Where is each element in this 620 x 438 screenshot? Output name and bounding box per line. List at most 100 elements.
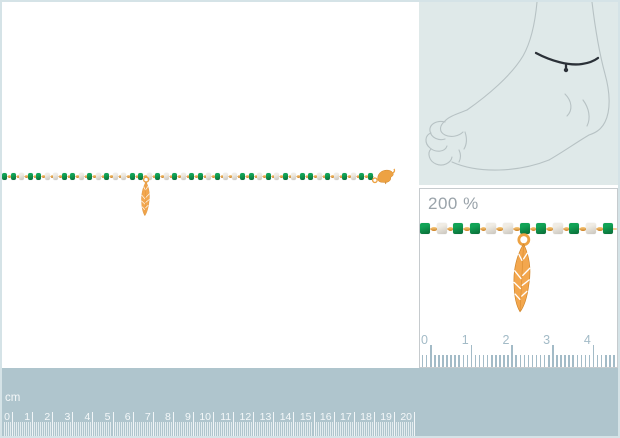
chain-link xyxy=(203,175,207,178)
ruler-number: 2 xyxy=(44,411,51,423)
ruler-tick xyxy=(450,355,452,367)
ruler-tick xyxy=(271,422,273,436)
chain-bead-green xyxy=(240,173,245,180)
ruler-tick xyxy=(609,355,611,367)
chain-bead-white xyxy=(333,173,339,180)
anklet-line xyxy=(534,51,600,66)
ruler-tick xyxy=(580,355,583,367)
ruler-tick xyxy=(495,355,497,367)
ruler-tick xyxy=(269,422,271,436)
ruler-tick xyxy=(613,355,615,367)
ruler-tick xyxy=(225,422,227,436)
ruler-tick xyxy=(174,422,176,436)
ruler-tick xyxy=(425,355,428,367)
ruler-tick xyxy=(227,422,229,436)
ruler-tick xyxy=(335,422,337,436)
foot-sketch-icon xyxy=(425,2,610,171)
ruler-tick xyxy=(122,422,124,436)
ruler-tick xyxy=(482,355,485,367)
chain-link xyxy=(547,227,553,231)
chain-bead-green xyxy=(602,223,613,234)
chain-link xyxy=(464,227,470,231)
ruler-tick xyxy=(462,355,465,367)
ruler-tick xyxy=(164,422,166,436)
ruler-tick xyxy=(411,422,413,436)
ruler-tick xyxy=(359,422,361,436)
chain-bead-green xyxy=(519,223,530,234)
chain-bead-white xyxy=(257,173,262,180)
measurement-ruler-strip: cm 0 1 2 3 4 5 6 7 8 9 10 11 12 13 14 15 16 17 18 19 20 xyxy=(2,368,618,436)
ruler-tick xyxy=(397,422,399,436)
ruler-tick xyxy=(100,422,102,436)
ruler-tick xyxy=(295,422,297,436)
chain-link xyxy=(169,175,173,178)
ruler-tick xyxy=(253,412,255,436)
chain-link xyxy=(305,175,309,178)
worn-view-thumbnail[interactable] xyxy=(419,2,618,185)
ruler-tick xyxy=(114,422,116,436)
ruler-tick xyxy=(277,422,279,436)
ruler-tick xyxy=(393,412,395,436)
chain-link xyxy=(356,175,360,178)
ruler-tick xyxy=(353,412,355,436)
ruler-tick xyxy=(405,422,407,436)
ruler-tick xyxy=(50,422,52,436)
chain-bead-green xyxy=(155,173,160,180)
ruler-number: 12 xyxy=(239,411,252,423)
chain-link xyxy=(212,175,215,178)
ruler-tick xyxy=(94,422,96,436)
chain-link xyxy=(220,175,224,178)
chain-bead-white xyxy=(53,173,58,180)
ruler-tick xyxy=(160,422,162,436)
ruler-tick xyxy=(491,355,493,367)
chain-bead-white xyxy=(223,173,228,180)
ruler-tick xyxy=(486,355,489,367)
ruler-tick xyxy=(184,422,186,436)
ruler-tick xyxy=(166,422,168,436)
chain-link xyxy=(497,227,503,231)
chain-bead-white xyxy=(112,173,118,180)
chain-bead-green xyxy=(61,173,67,180)
ruler-tick xyxy=(305,422,307,436)
ruler-tick xyxy=(367,422,369,436)
ruler-tick xyxy=(170,422,172,436)
ruler-tick xyxy=(560,355,562,367)
ruler-tick xyxy=(293,412,295,436)
chain-link xyxy=(480,227,487,231)
ruler-tick xyxy=(265,422,267,436)
chain-bead-green xyxy=(469,223,480,234)
chain-bead-green xyxy=(10,173,16,180)
ruler-number: 8 xyxy=(164,411,171,423)
ruler-tick xyxy=(454,355,456,367)
ruler-tick xyxy=(3,422,5,436)
ruler-tick xyxy=(421,355,424,367)
ruler-number: 16 xyxy=(319,411,332,423)
ruler-tick xyxy=(375,422,377,436)
ruler-number: 6 xyxy=(124,411,131,423)
chain-bead-white xyxy=(95,173,101,180)
ruler-tick xyxy=(182,422,184,436)
ruler-tick xyxy=(7,422,9,436)
ruler-tick xyxy=(219,422,221,436)
ruler-tick xyxy=(357,422,359,436)
ruler-tick xyxy=(78,422,80,436)
ruler-tick xyxy=(223,422,225,436)
chain-link xyxy=(271,175,275,178)
main-product-image[interactable] xyxy=(2,2,417,368)
chain-link xyxy=(322,175,326,178)
chain-bead-green xyxy=(282,173,288,180)
chain-bead-green xyxy=(453,223,464,234)
ruler-tick xyxy=(196,422,198,436)
chain-link xyxy=(348,175,351,178)
ruler-tick xyxy=(186,422,188,436)
ruler-tick xyxy=(247,422,249,436)
ruler-tick xyxy=(572,355,574,367)
ruler-number: 3 xyxy=(543,333,551,347)
ruler-tick xyxy=(136,422,138,436)
ruler-tick xyxy=(331,422,333,436)
ruler-tick xyxy=(379,422,381,436)
ruler-tick xyxy=(82,422,84,436)
ruler-tick xyxy=(343,422,345,436)
ruler-tick xyxy=(311,422,313,436)
ruler-tick xyxy=(605,355,607,367)
